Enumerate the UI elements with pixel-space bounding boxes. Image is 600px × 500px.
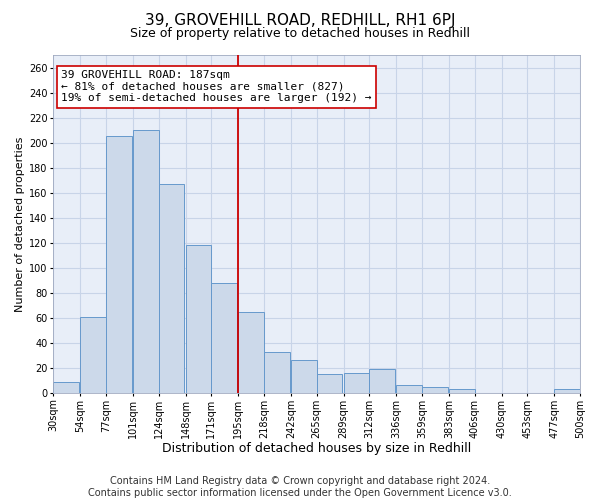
Bar: [264, 352, 290, 393]
Text: Size of property relative to detached houses in Redhill: Size of property relative to detached ho…: [130, 28, 470, 40]
Bar: [344, 373, 370, 393]
Bar: [106, 136, 132, 393]
Text: 39, GROVEHILL ROAD, REDHILL, RH1 6PJ: 39, GROVEHILL ROAD, REDHILL, RH1 6PJ: [145, 12, 455, 28]
Text: Contains HM Land Registry data © Crown copyright and database right 2024.
Contai: Contains HM Land Registry data © Crown c…: [88, 476, 512, 498]
Bar: [211, 283, 237, 393]
Bar: [133, 130, 158, 393]
Bar: [317, 374, 343, 393]
Bar: [396, 386, 422, 393]
Bar: [80, 316, 106, 393]
Bar: [185, 245, 211, 393]
Bar: [238, 312, 264, 393]
Bar: [422, 386, 448, 393]
Y-axis label: Number of detached properties: Number of detached properties: [15, 136, 25, 312]
X-axis label: Distribution of detached houses by size in Redhill: Distribution of detached houses by size …: [162, 442, 471, 455]
Text: 39 GROVEHILL ROAD: 187sqm
← 81% of detached houses are smaller (827)
19% of semi: 39 GROVEHILL ROAD: 187sqm ← 81% of detac…: [61, 70, 371, 103]
Bar: [370, 369, 395, 393]
Bar: [554, 389, 580, 393]
Bar: [53, 382, 79, 393]
Bar: [449, 389, 475, 393]
Bar: [158, 184, 184, 393]
Bar: [291, 360, 317, 393]
